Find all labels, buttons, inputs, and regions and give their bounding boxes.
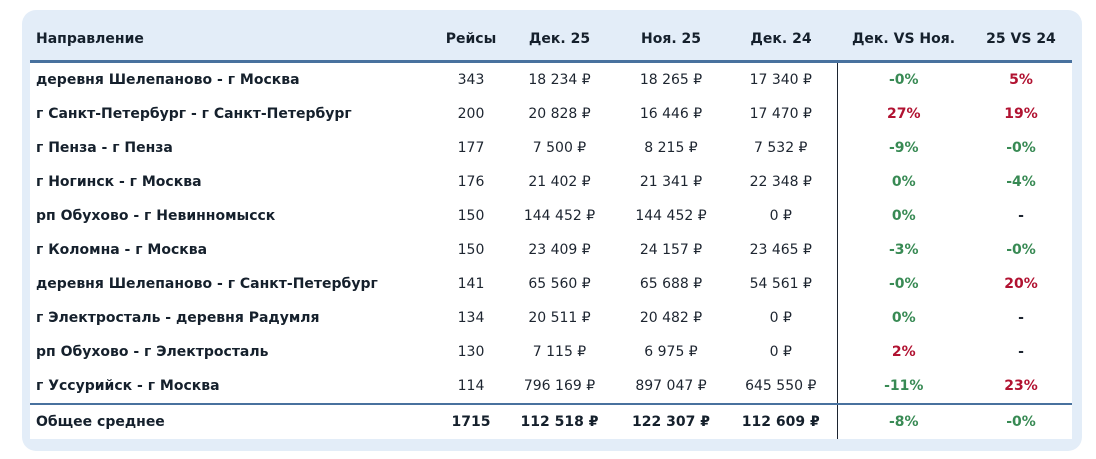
nov25-cell: 24 157 ₽ (617, 233, 725, 267)
mom-change-cell: -11% (836, 369, 970, 404)
routes-price-table: Направление Рейсы Дек. 25 Ноя. 25 Дек. 2… (30, 10, 1072, 439)
yoy-change-cell: 23% (970, 369, 1072, 404)
mom-change-cell: -0% (836, 267, 970, 301)
dec24-cell: 645 550 ₽ (725, 369, 837, 404)
header-row: Направление Рейсы Дек. 25 Ноя. 25 Дек. 2… (30, 10, 1072, 62)
dec25-cell: 20 511 ₽ (502, 301, 617, 335)
totals-yoy-change-cell: -0% (970, 403, 1072, 439)
flights-cell: 150 (440, 199, 502, 233)
col-header-dec25: Дек. 25 (528, 31, 591, 47)
yoy-change-cell: 20% (970, 267, 1072, 301)
table-row: г Ногинск - г Москва 176 21 402 ₽ 21 341… (30, 165, 1072, 199)
route-cell: г Коломна - г Москва (30, 233, 440, 267)
nov25-cell: 6 975 ₽ (617, 335, 725, 369)
table-row: г Санкт-Петербург - г Санкт-Петербург 20… (30, 97, 1072, 131)
col-header-mom-change: Дек. VS Ноя. (851, 31, 956, 47)
flights-cell: 177 (440, 131, 502, 165)
dec25-cell: 7 115 ₽ (502, 335, 617, 369)
dec25-cell: 144 452 ₽ (502, 199, 617, 233)
flights-cell: 343 (440, 61, 502, 97)
route-cell: деревня Шелепаново - г Москва (30, 61, 440, 97)
table-row: г Уссурийск - г Москва 114 796 169 ₽ 897… (30, 369, 1072, 404)
nov25-cell: 8 215 ₽ (617, 131, 725, 165)
mom-change-cell: 0% (836, 199, 970, 233)
dec24-cell: 0 ₽ (725, 199, 837, 233)
table-row: рп Обухово - г Невинномысск 150 144 452 … (30, 199, 1072, 233)
route-cell: г Уссурийск - г Москва (30, 369, 440, 404)
route-cell: рп Обухово - г Электросталь (30, 335, 440, 369)
yoy-change-cell: - (970, 301, 1072, 335)
dec25-cell: 796 169 ₽ (502, 369, 617, 404)
flights-cell: 114 (440, 369, 502, 404)
nov25-cell: 65 688 ₽ (617, 267, 725, 301)
yoy-change-cell: -4% (970, 165, 1072, 199)
dec24-cell: 23 465 ₽ (725, 233, 837, 267)
table-row: г Пенза - г Пенза 177 7 500 ₽ 8 215 ₽ 7 … (30, 131, 1072, 165)
flights-cell: 134 (440, 301, 502, 335)
dec25-cell: 20 828 ₽ (502, 97, 617, 131)
dec25-cell: 18 234 ₽ (502, 61, 617, 97)
dec24-cell: 0 ₽ (725, 301, 837, 335)
totals-label: Общее среднее (30, 403, 440, 439)
nov25-cell: 21 341 ₽ (617, 165, 725, 199)
route-cell: г Пенза - г Пенза (30, 131, 440, 165)
dec24-cell: 22 348 ₽ (725, 165, 837, 199)
mom-change-cell: 0% (836, 301, 970, 335)
yoy-change-cell: - (970, 335, 1072, 369)
dec24-cell: 7 532 ₽ (725, 131, 837, 165)
table-row: деревня Шелепаново - г Санкт-Петербург 1… (30, 267, 1072, 301)
nov25-cell: 897 047 ₽ (617, 369, 725, 404)
mom-change-cell: 27% (836, 97, 970, 131)
totals-flights-cell: 1715 (440, 403, 502, 439)
table-row: г Коломна - г Москва 150 23 409 ₽ 24 157… (30, 233, 1072, 267)
table-row: деревня Шелепаново - г Москва 343 18 234… (30, 61, 1072, 97)
flights-cell: 200 (440, 97, 502, 131)
col-header-flights: Рейсы (445, 31, 497, 47)
dec24-cell: 0 ₽ (725, 335, 837, 369)
totals-mom-change-cell: -8% (836, 403, 970, 439)
table-row: рп Обухово - г Электросталь 130 7 115 ₽ … (30, 335, 1072, 369)
nov25-cell: 18 265 ₽ (617, 61, 725, 97)
flights-cell: 150 (440, 233, 502, 267)
table-row: г Электросталь - деревня Радумля 134 20 … (30, 301, 1072, 335)
route-cell: г Санкт-Петербург - г Санкт-Петербург (30, 97, 440, 131)
route-cell: г Электросталь - деревня Радумля (30, 301, 440, 335)
yoy-change-cell: 5% (970, 61, 1072, 97)
yoy-change-cell: 19% (970, 97, 1072, 131)
flights-cell: 130 (440, 335, 502, 369)
dec25-cell: 65 560 ₽ (502, 267, 617, 301)
mom-change-cell: 2% (836, 335, 970, 369)
route-cell: деревня Шелепаново - г Санкт-Петербург (30, 267, 440, 301)
totals-dec25-cell: 112 518 ₽ (502, 403, 617, 439)
dec24-cell: 54 561 ₽ (725, 267, 837, 301)
dec24-cell: 17 340 ₽ (725, 61, 837, 97)
col-header-direction: Направление (36, 31, 144, 47)
yoy-change-cell: - (970, 199, 1072, 233)
dec25-cell: 21 402 ₽ (502, 165, 617, 199)
mom-change-cell: 0% (836, 165, 970, 199)
nov25-cell: 144 452 ₽ (617, 199, 725, 233)
mom-change-cell: -0% (836, 61, 970, 97)
dec25-cell: 7 500 ₽ (502, 131, 617, 165)
totals-nov25-cell: 122 307 ₽ (617, 403, 725, 439)
totals-row: Общее среднее 1715 112 518 ₽ 122 307 ₽ 1… (30, 403, 1072, 439)
col-header-nov25: Ноя. 25 (641, 31, 701, 47)
yoy-change-cell: -0% (970, 131, 1072, 165)
col-header-dec24: Дек. 24 (750, 31, 812, 47)
nov25-cell: 20 482 ₽ (617, 301, 725, 335)
flights-cell: 176 (440, 165, 502, 199)
flights-cell: 141 (440, 267, 502, 301)
report-card: Направление Рейсы Дек. 25 Ноя. 25 Дек. 2… (22, 10, 1082, 451)
col-header-yoy-change: 25 VS 24 (986, 31, 1056, 47)
mom-change-cell: -9% (836, 131, 970, 165)
dec24-cell: 17 470 ₽ (725, 97, 837, 131)
route-cell: г Ногинск - г Москва (30, 165, 440, 199)
yoy-change-cell: -0% (970, 233, 1072, 267)
totals-dec24-cell: 112 609 ₽ (725, 403, 837, 439)
dec25-cell: 23 409 ₽ (502, 233, 617, 267)
route-cell: рп Обухово - г Невинномысск (30, 199, 440, 233)
nov25-cell: 16 446 ₽ (617, 97, 725, 131)
mom-change-cell: -3% (836, 233, 970, 267)
